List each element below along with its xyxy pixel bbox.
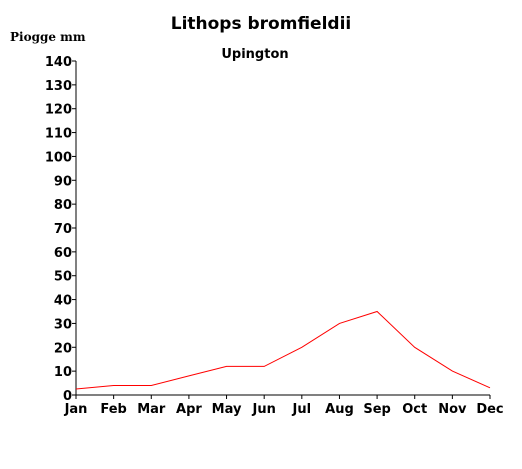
- chart-subtitle: Upington: [221, 47, 288, 62]
- y-tick-label: 50: [54, 270, 72, 285]
- x-tick-label: Mar: [137, 402, 166, 417]
- x-tick-label: Sep: [363, 402, 391, 417]
- x-tick-label: Feb: [100, 402, 126, 417]
- axes: [75, 61, 490, 396]
- y-axis-label: Piogge mm: [10, 30, 86, 44]
- x-tick-label: May: [212, 402, 242, 417]
- y-tick-label: 30: [54, 317, 72, 332]
- y-tick-label: 0: [63, 389, 72, 404]
- x-tick-label: Oct: [402, 402, 427, 417]
- x-tick-label: Jan: [64, 402, 88, 417]
- y-tick-label: 70: [54, 222, 72, 237]
- y-tick-label: 130: [45, 79, 72, 94]
- y-tick-label: 80: [54, 198, 72, 213]
- x-tick-label: Dec: [476, 402, 503, 417]
- x-tick-label: Aug: [325, 402, 354, 417]
- series-group: [75, 310, 491, 390]
- x-tick-label: Nov: [438, 402, 467, 417]
- x-tick-label: Apr: [176, 402, 202, 417]
- y-tick-label: 110: [45, 127, 72, 142]
- y-tick-label: 140: [45, 55, 72, 70]
- y-tick-label: 120: [45, 103, 72, 118]
- y-tick-label: 10: [54, 365, 72, 380]
- y-tick-labels: 0 10 20 30 40 50 60 70 80 90 100 110 120 130 140: [45, 55, 76, 404]
- chart-title: Lithops bromfieldii: [171, 14, 352, 34]
- y-tick-label: 20: [54, 341, 72, 356]
- y-tick-label: 60: [54, 246, 72, 261]
- x-tick-label: Jul: [292, 402, 312, 417]
- y-tick-label: 100: [45, 150, 72, 165]
- y-tick-label: 90: [54, 174, 72, 189]
- x-tick-labels: Jan Feb Mar Apr May Jun Jul Aug Sep Oct Nov Dec: [64, 395, 504, 417]
- y-tick-label: 40: [54, 294, 72, 309]
- series-line: [75, 310, 491, 390]
- x-tick-label: Jun: [252, 402, 276, 417]
